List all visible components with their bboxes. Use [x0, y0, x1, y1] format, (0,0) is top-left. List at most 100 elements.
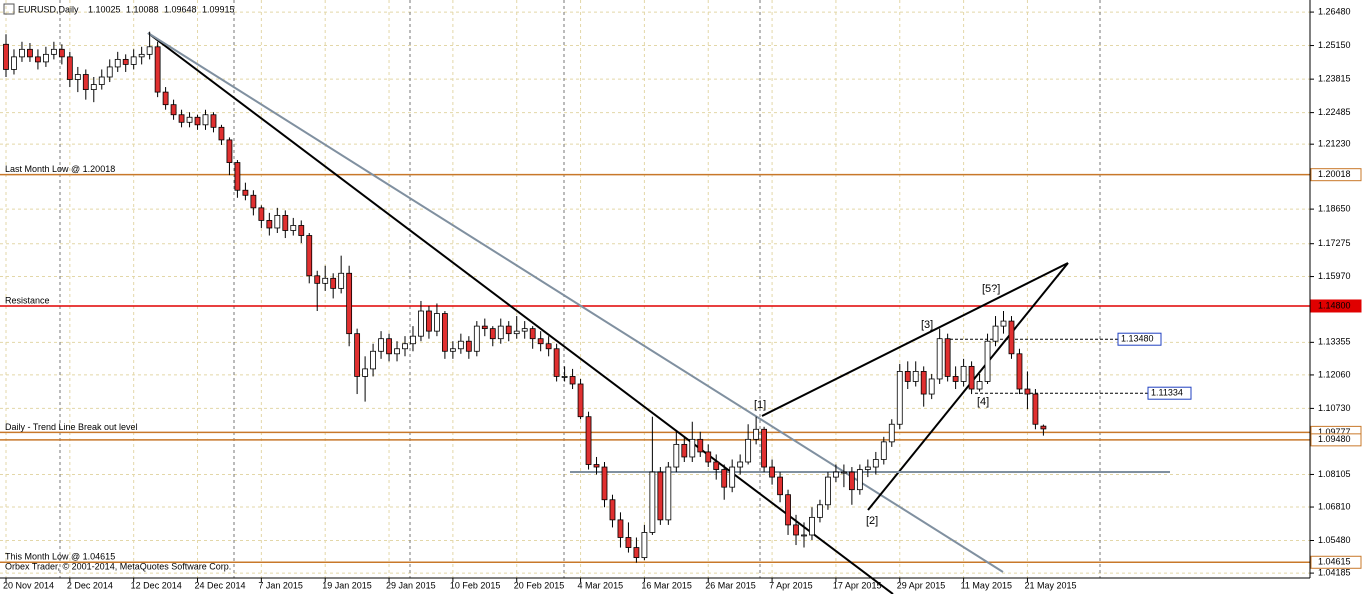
candle-body: [210, 114, 217, 128]
y-tick-label: 1.10730: [1318, 403, 1351, 413]
price-box: [1310, 168, 1362, 182]
candle-body: [521, 328, 528, 332]
candle-body: [330, 277, 337, 289]
y-tick-label: 1.13355: [1318, 337, 1351, 347]
level-label: Last Month Low @ 1.20018: [5, 164, 115, 174]
y-tick-label: 1.23815: [1318, 74, 1351, 84]
candle-body: [426, 310, 432, 332]
candle-body: [833, 471, 839, 478]
candle-body: [952, 376, 959, 382]
candle-body: [641, 532, 648, 559]
candle-body: [793, 524, 799, 536]
x-tick-label: 7 Apr 2015: [769, 580, 813, 590]
candle-body: [505, 325, 512, 335]
candle-body: [912, 371, 919, 382]
candle-body: [242, 189, 249, 196]
candle-body: [354, 333, 361, 377]
candle-body: [418, 310, 424, 337]
candle-body: [178, 114, 185, 123]
candle-body: [801, 534, 807, 537]
candle-body: [713, 461, 720, 470]
candle-body: [529, 328, 536, 340]
candle-body: [82, 74, 89, 90]
price-box-label: 1.04615: [1318, 557, 1351, 567]
y-tick-label: 1.21230: [1318, 139, 1351, 149]
y-tick-label: 1.15970: [1318, 271, 1351, 281]
header-close: 1.09915: [202, 4, 235, 14]
candle-body: [58, 48, 65, 58]
candle-body: [274, 214, 281, 229]
candle-body: [960, 365, 967, 382]
candle-body: [194, 116, 201, 126]
candle-body: [338, 272, 345, 289]
candle-body: [370, 350, 376, 370]
wave-line: [867, 262, 1069, 511]
price-box: [1117, 332, 1162, 346]
candle-body: [346, 272, 353, 335]
y-tick-label: 1.17275: [1318, 238, 1351, 248]
price-box: [1310, 433, 1362, 447]
price-box-label: 1.11334: [1151, 388, 1183, 398]
candle-body: [50, 48, 57, 55]
candle-body: [753, 428, 760, 440]
x-tick-label: 19 Jan 2015: [322, 580, 372, 590]
symbol: EURUSD,Daily: [18, 4, 79, 14]
x-tick-label: 12 Dec 2014: [131, 580, 182, 590]
candle-body: [457, 340, 464, 350]
candle-body: [19, 48, 25, 58]
level-label: This Month Low @ 1.04615: [5, 552, 115, 562]
candle-body: [689, 438, 696, 458]
wave-label: [3]: [921, 319, 933, 331]
x-tick-label: 7 Jan 2015: [258, 580, 303, 590]
candle-body: [1032, 393, 1039, 425]
candle-body: [362, 368, 369, 377]
candle-body: [434, 313, 440, 332]
candle-body: [481, 325, 488, 330]
wave-label: [5?]: [982, 283, 1000, 295]
labels: EURUSD,Daily 1.10025 1.10088 1.09648 1.0…: [3, 3, 1000, 571]
candle-body: [880, 441, 887, 460]
candle-body: [186, 116, 193, 123]
y-tick-label: 1.06810: [1318, 501, 1351, 511]
copyright: Orbex Trader, © 2001-2014, MetaQuotes So…: [5, 561, 231, 571]
candle-body: [1040, 425, 1047, 430]
candle-body: [378, 338, 384, 352]
candle-body: [90, 84, 97, 90]
candle-body: [394, 348, 400, 355]
candle-body: [226, 139, 233, 163]
candle-body: [848, 471, 855, 491]
candle-body: [585, 416, 592, 465]
candle-body: [944, 338, 951, 377]
candle-body: [745, 438, 752, 463]
candle-body: [250, 194, 257, 209]
candle-body: [218, 126, 225, 141]
candle-body: [888, 423, 895, 443]
candle-body: [601, 466, 608, 501]
candle-body: [856, 469, 863, 491]
candle-body: [904, 371, 911, 382]
candle-body: [936, 338, 943, 380]
candle-body: [553, 348, 560, 377]
trend-line: [147, 32, 894, 594]
price-box-label: 1.09480: [1318, 434, 1351, 444]
candle-body: [106, 66, 113, 78]
candle-body: [777, 476, 783, 496]
candle-body: [992, 325, 999, 342]
y-tick-label: 1.25150: [1318, 40, 1351, 50]
candle-body: [729, 466, 736, 488]
candle-body: [66, 56, 73, 80]
level-label: Resistance: [5, 295, 50, 305]
x-tick-label: 24 Dec 2014: [195, 580, 246, 590]
price-box-label: 1.14800: [1318, 300, 1351, 310]
candle-body: [322, 277, 329, 284]
candle-body: [202, 114, 209, 126]
candle-body: [1008, 320, 1015, 355]
candle-body: [577, 383, 584, 418]
wave-label: [1]: [754, 399, 766, 411]
candle-body: [545, 343, 552, 350]
candle-body: [625, 537, 632, 548]
y-tick-label: 1.12060: [1318, 369, 1351, 379]
